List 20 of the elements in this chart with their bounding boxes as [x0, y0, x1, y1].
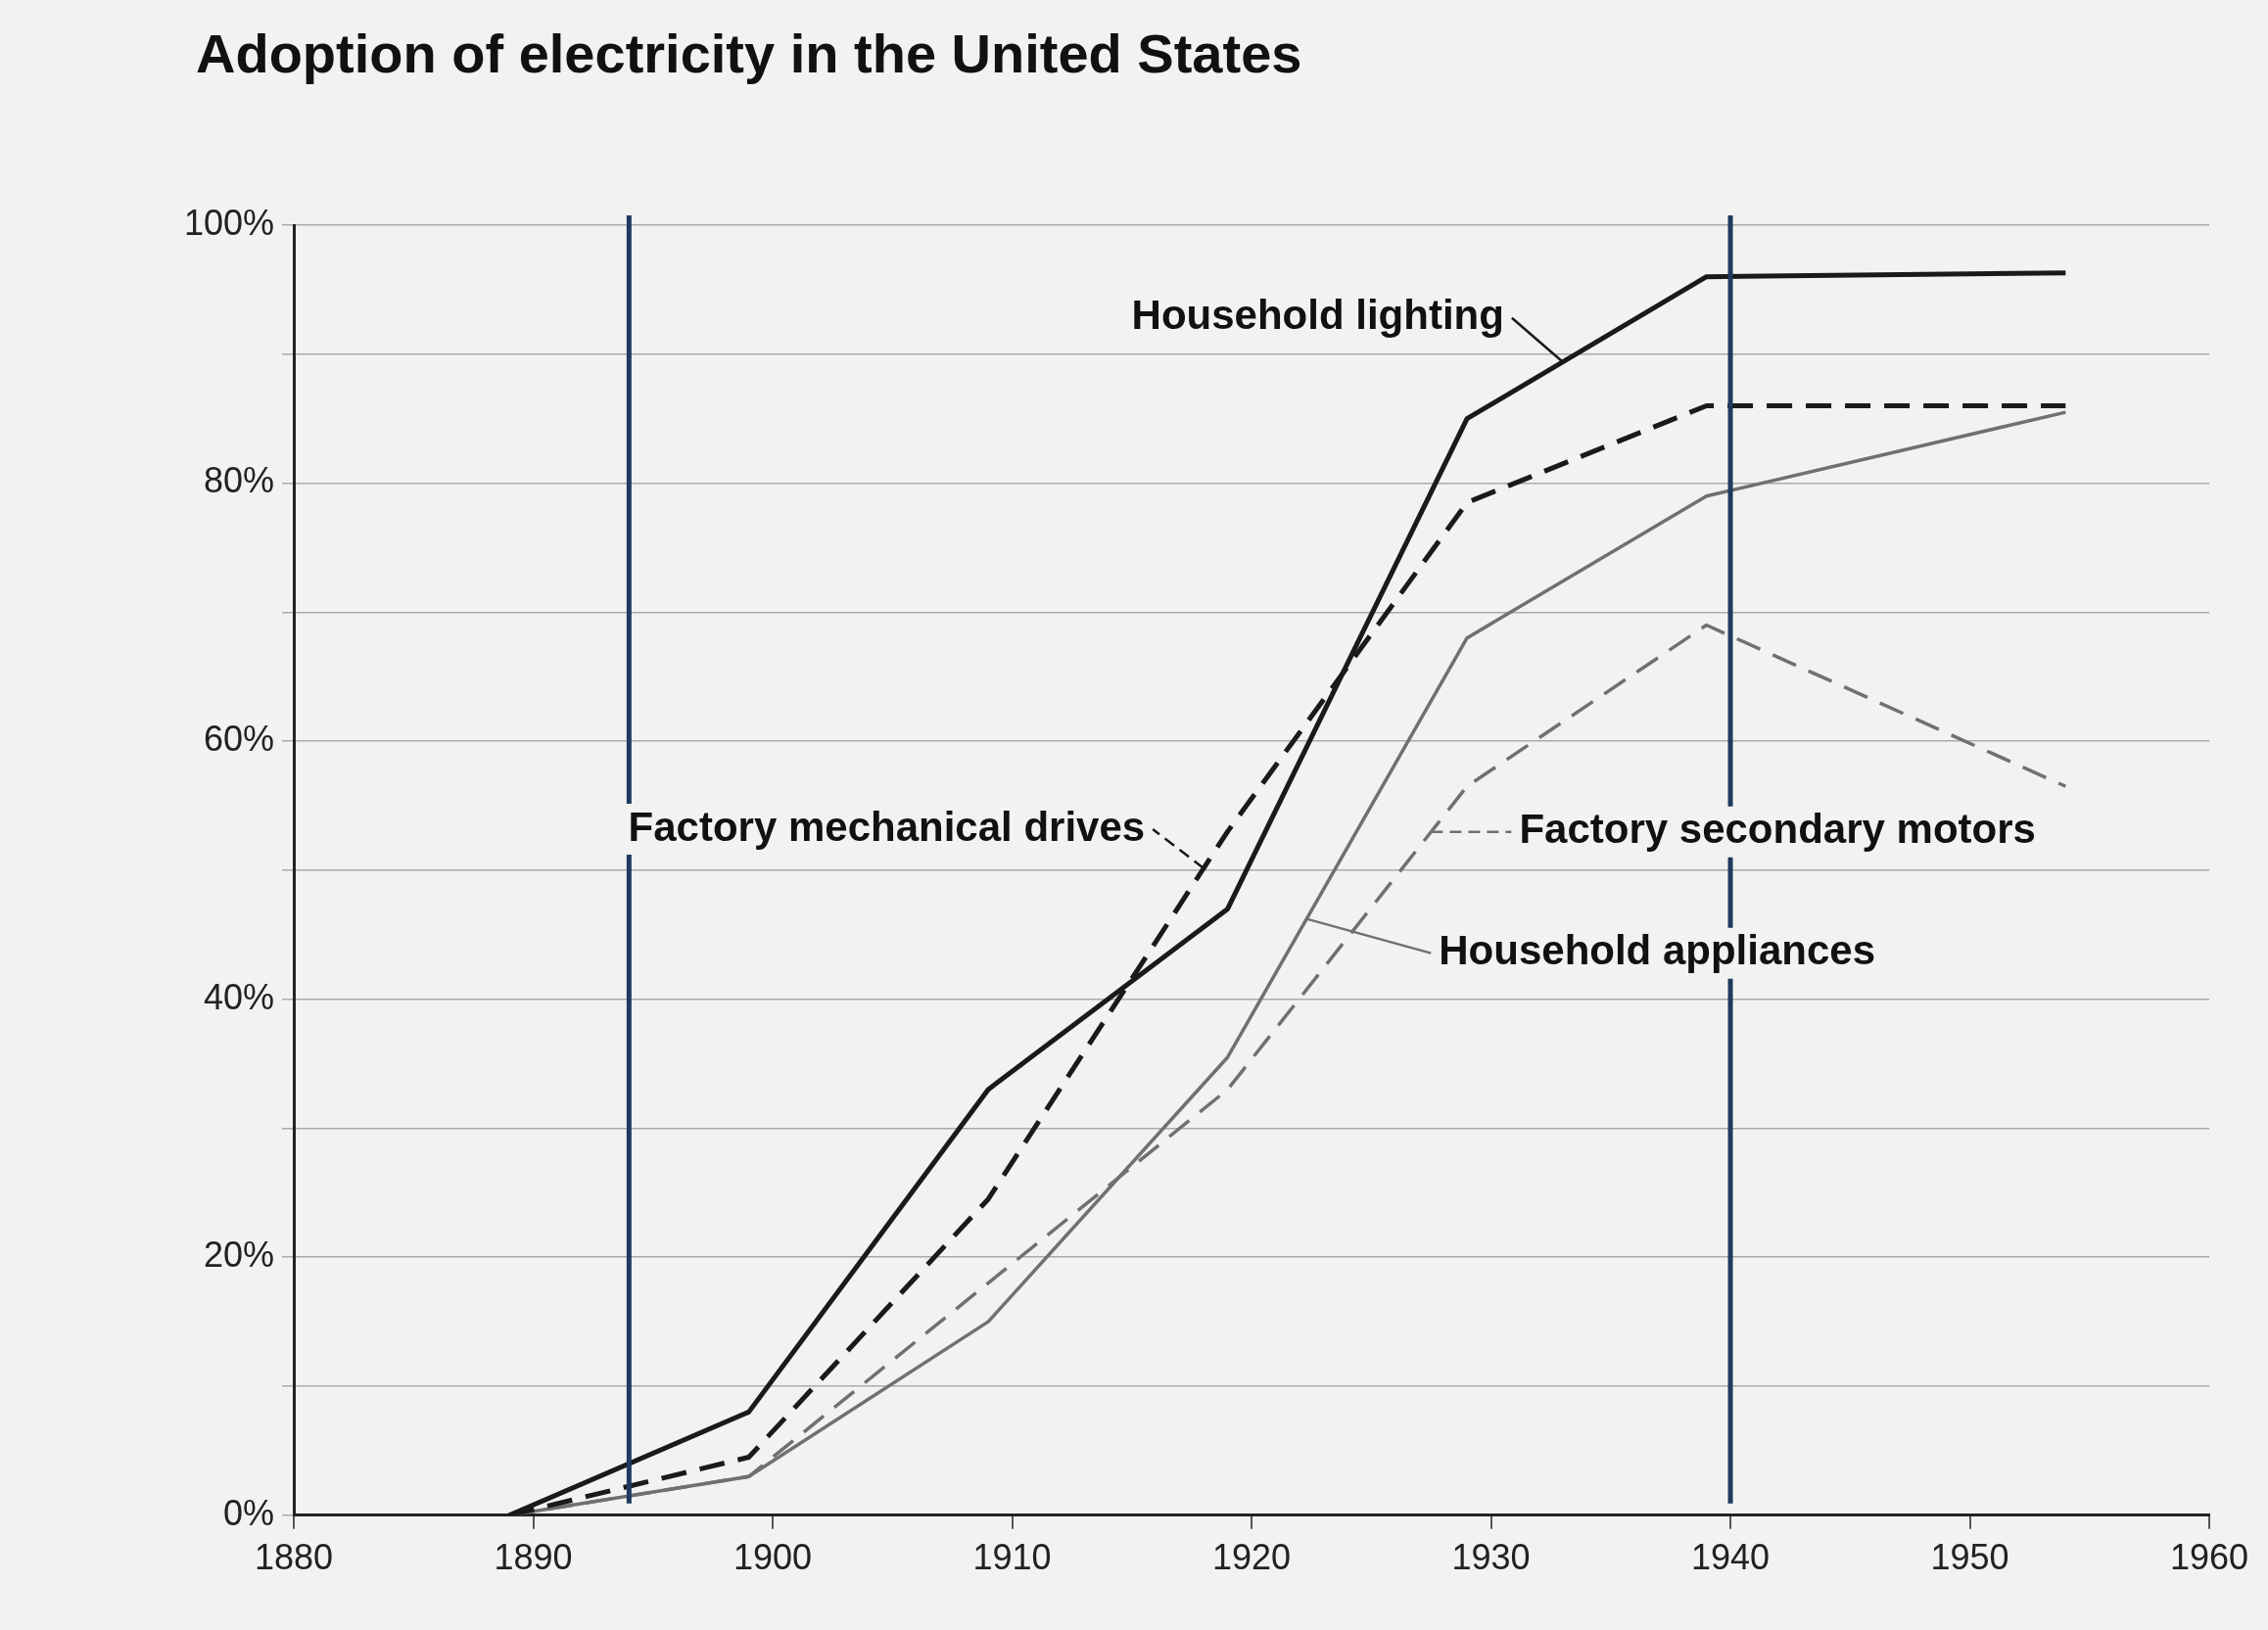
legend-label: Household appliances [1439, 927, 1876, 974]
legend-label: Factory secondary motors [1519, 806, 2036, 853]
y-tick-label: 0% [223, 1492, 275, 1533]
x-tick-label: 1940 [1690, 1537, 1771, 1578]
chart-title: Adoption of electricity in the United States [196, 22, 1302, 85]
y-tick-label: 60% [204, 719, 275, 760]
x-tick-label: 1930 [1451, 1537, 1531, 1578]
x-tick-label: 1910 [972, 1537, 1052, 1578]
x-tick-label: 1950 [1930, 1537, 2009, 1578]
x-tick-label: 1920 [1211, 1537, 1292, 1578]
y-tick-label: 40% [204, 976, 275, 1017]
y-tick-label: 100% [184, 202, 275, 243]
x-tick-label: 1880 [255, 1537, 334, 1578]
series-label: Factory mechanical drives [628, 803, 1146, 850]
series-label: Household lighting [1131, 292, 1504, 339]
y-tick-label: 20% [204, 1234, 275, 1276]
y-tick-label: 80% [204, 460, 275, 501]
x-tick-label: 1890 [494, 1537, 573, 1578]
x-tick-label: 1900 [733, 1537, 813, 1578]
x-tick-label: 1960 [2169, 1537, 2249, 1578]
